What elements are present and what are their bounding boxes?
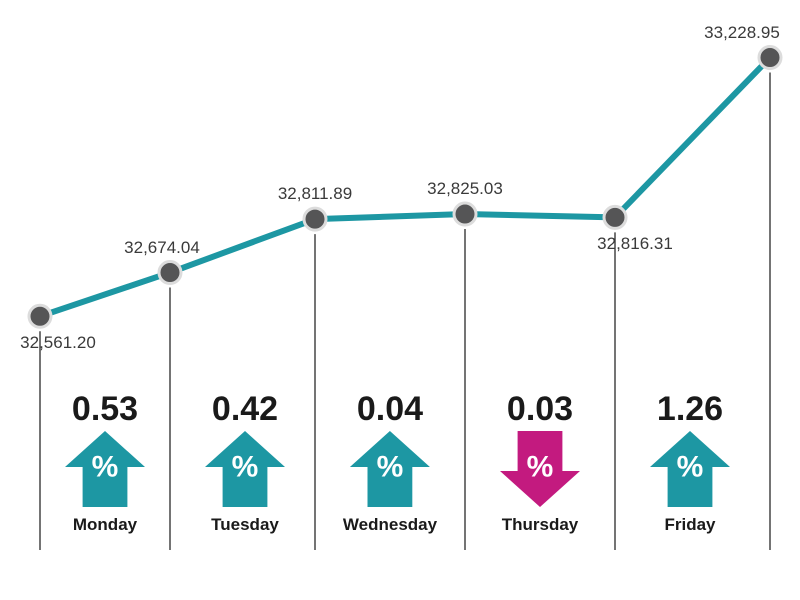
change-block: 0.03% Thursday (500, 390, 580, 535)
percent-sign: % (677, 450, 704, 484)
change-percent: 0.42 (205, 390, 285, 429)
point-value-label: 33,228.95 (704, 23, 780, 43)
percent-sign: % (527, 450, 554, 484)
arrow-up-icon: % (350, 431, 430, 507)
point-value-label: 32,825.03 (427, 179, 503, 199)
percent-sign: % (92, 450, 119, 484)
day-label: Monday (65, 515, 145, 535)
change-block: 0.53% Monday (65, 390, 145, 535)
day-label: Thursday (500, 515, 580, 535)
point-value-label: 32,811.89 (278, 184, 352, 204)
arrow-down-icon: % (500, 431, 580, 507)
day-label: Wednesday (343, 515, 437, 535)
arrow-up-icon: % (650, 431, 730, 507)
change-percent: 0.04 (343, 390, 437, 429)
change-block: 1.26% Friday (650, 390, 730, 535)
change-block: 0.42% Tuesday (205, 390, 285, 535)
point-value-label: 32,674.04 (124, 238, 200, 258)
percent-sign: % (232, 450, 259, 484)
arrow-up-icon: % (205, 431, 285, 507)
arrow-up-icon: % (65, 431, 145, 507)
change-percent: 0.03 (500, 390, 580, 429)
day-label: Friday (650, 515, 730, 535)
day-label: Tuesday (205, 515, 285, 535)
change-percent: 0.53 (65, 390, 145, 429)
point-value-label: 32,561.20 (20, 333, 96, 353)
point-value-label: 32,816.31 (597, 234, 673, 254)
percent-sign: % (377, 450, 404, 484)
change-block: 0.04% Wednesday (343, 390, 437, 535)
change-percent: 1.26 (650, 390, 730, 429)
weekly-index-chart: 32,561.20 32,674.04 32,811.89 32,825.03 32,8… (0, 0, 800, 600)
